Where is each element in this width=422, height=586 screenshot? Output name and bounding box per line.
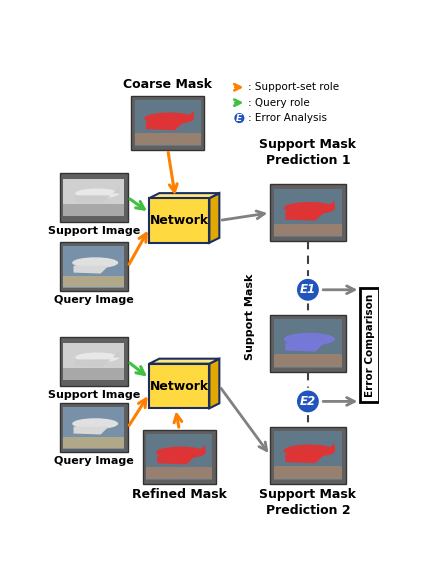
Bar <box>270 427 346 484</box>
Bar <box>63 203 124 216</box>
Bar <box>274 466 342 479</box>
Polygon shape <box>209 359 219 408</box>
Bar <box>60 173 128 222</box>
Text: Support Mask
Prediction 1: Support Mask Prediction 1 <box>260 138 357 168</box>
Text: E1: E1 <box>300 283 316 297</box>
Bar <box>63 407 124 448</box>
Ellipse shape <box>75 189 119 198</box>
Bar <box>274 431 342 479</box>
Bar <box>270 315 346 372</box>
Bar <box>360 288 379 402</box>
Text: Support Mask: Support Mask <box>245 274 255 360</box>
Polygon shape <box>197 445 206 452</box>
Bar <box>135 133 201 145</box>
Text: Support Mask
Prediction 2: Support Mask Prediction 2 <box>260 488 357 517</box>
Polygon shape <box>149 193 219 198</box>
Bar <box>274 224 342 236</box>
Polygon shape <box>75 359 111 367</box>
Text: Refined Mask: Refined Mask <box>132 488 227 500</box>
Text: Network: Network <box>150 380 209 393</box>
Bar <box>63 437 124 448</box>
Polygon shape <box>149 364 209 408</box>
Bar <box>63 276 124 287</box>
Polygon shape <box>157 456 195 465</box>
Bar <box>63 367 124 380</box>
Polygon shape <box>146 122 184 130</box>
Bar <box>63 246 124 288</box>
Polygon shape <box>209 193 219 243</box>
Text: Error Comparison: Error Comparison <box>365 294 374 397</box>
Text: : Query role: : Query role <box>248 98 310 108</box>
Bar <box>135 100 201 145</box>
Text: Support Image: Support Image <box>48 226 140 236</box>
Text: : Support-set role: : Support-set role <box>248 82 339 92</box>
Bar <box>270 184 346 241</box>
Circle shape <box>295 277 320 302</box>
Bar <box>60 403 128 452</box>
Text: Coarse Mask: Coarse Mask <box>123 78 212 91</box>
Polygon shape <box>285 454 325 464</box>
Text: E2: E2 <box>300 395 316 408</box>
Ellipse shape <box>144 113 194 124</box>
Polygon shape <box>327 443 335 451</box>
Text: E: E <box>236 114 242 122</box>
Bar <box>60 242 128 291</box>
Ellipse shape <box>72 257 118 268</box>
Ellipse shape <box>75 353 119 362</box>
Text: Support Image: Support Image <box>48 390 140 400</box>
Ellipse shape <box>156 447 206 458</box>
Ellipse shape <box>284 445 335 457</box>
Text: Network: Network <box>150 214 209 227</box>
Bar <box>146 467 212 479</box>
Bar <box>63 343 124 370</box>
Polygon shape <box>327 200 335 208</box>
Polygon shape <box>285 212 325 221</box>
Ellipse shape <box>284 202 335 214</box>
Polygon shape <box>73 265 109 274</box>
Bar <box>274 355 342 367</box>
Bar <box>274 319 342 368</box>
Bar <box>143 430 216 484</box>
Polygon shape <box>113 350 119 357</box>
Ellipse shape <box>284 333 335 345</box>
Polygon shape <box>73 427 109 434</box>
Text: Query Image: Query Image <box>54 456 134 466</box>
Text: Query Image: Query Image <box>54 295 134 305</box>
Polygon shape <box>186 111 194 118</box>
Polygon shape <box>149 359 219 364</box>
Bar <box>63 179 124 206</box>
Bar <box>131 96 204 149</box>
Bar <box>60 337 128 386</box>
Text: : Error Analysis: : Error Analysis <box>248 113 327 123</box>
Polygon shape <box>149 198 209 243</box>
Polygon shape <box>113 186 119 193</box>
Circle shape <box>295 389 320 414</box>
Ellipse shape <box>72 418 118 429</box>
Circle shape <box>234 113 245 124</box>
Bar <box>274 189 342 237</box>
Polygon shape <box>75 195 111 203</box>
Polygon shape <box>285 343 325 352</box>
Bar <box>146 434 212 480</box>
